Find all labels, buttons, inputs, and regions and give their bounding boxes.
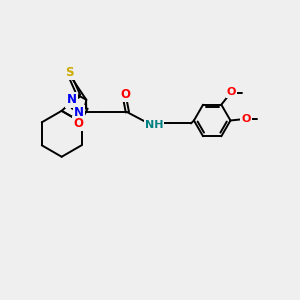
- Text: N: N: [67, 93, 76, 106]
- Text: NH: NH: [145, 120, 163, 130]
- Text: O: O: [120, 88, 130, 101]
- Text: S: S: [65, 66, 74, 79]
- Text: N: N: [74, 106, 84, 119]
- Text: O: O: [227, 87, 236, 97]
- Text: O: O: [242, 114, 251, 124]
- Text: O: O: [73, 117, 83, 130]
